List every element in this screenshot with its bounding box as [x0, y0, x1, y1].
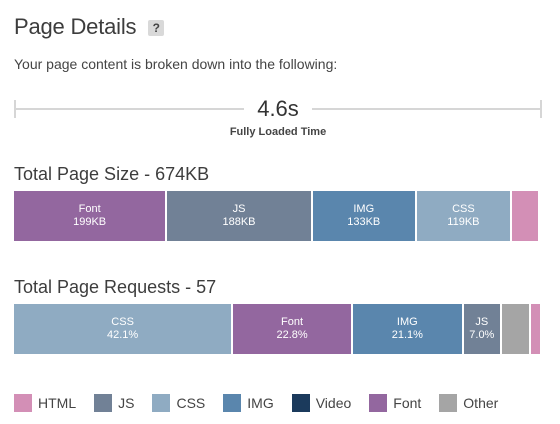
legend-item-js[interactable]: JS [94, 394, 134, 412]
page-size-segment-font[interactable]: Font 199KB [14, 191, 168, 241]
timeline-end-cap [540, 100, 542, 118]
legend-swatch [291, 394, 310, 412]
legend-label: IMG [247, 395, 274, 411]
page-size-segment-img[interactable]: IMG 133KB [312, 191, 417, 241]
page-requests-segment-img[interactable]: IMG 21.1% [352, 304, 464, 354]
segment-label: JS [232, 203, 246, 215]
legend-item-other[interactable]: Other [439, 394, 498, 412]
legend-swatch [369, 394, 388, 412]
help-icon[interactable]: ? [148, 20, 165, 36]
timeline-line-left [14, 108, 244, 110]
segment-label: Font [78, 203, 101, 215]
legend-swatch [223, 394, 242, 412]
page-size-segment-js[interactable]: JS 188KB [167, 191, 313, 241]
total-page-requests-title: Total Page Requests - 57 [14, 277, 217, 297]
legend-label: Other [463, 395, 499, 411]
page-title-row: Page Details ? [14, 14, 165, 40]
legend-label: Video [315, 395, 352, 411]
page-requests-segment-other[interactable] [501, 304, 532, 354]
legend-item-css[interactable]: CSS [152, 394, 205, 412]
segment-value: 7.0% [469, 329, 495, 341]
fully-loaded-timeline: 4.6s Fully Loaded Time [14, 96, 542, 140]
fully-loaded-time-value: 4.6s [257, 96, 299, 121]
timeline-line-right [312, 108, 542, 110]
segment-label: JS [475, 316, 489, 328]
legend-swatch [439, 394, 458, 412]
legend-item-video[interactable]: Video [291, 394, 352, 412]
segment-label: Font [281, 316, 304, 328]
page-requests-segment-js[interactable]: JS 7.0% [463, 304, 502, 354]
segment-label: IMG [353, 203, 375, 215]
legend-item-font[interactable]: Font [369, 394, 421, 412]
total-page-size-title: Total Page Size - 674KB [14, 164, 210, 184]
segment-value: 188KB [222, 216, 256, 228]
segment-value: 119KB [447, 216, 480, 228]
segment-value: 42.1% [107, 329, 139, 341]
page-title: Page Details [14, 14, 137, 39]
segment-label: CSS [452, 203, 475, 215]
legend-swatch [14, 394, 32, 412]
page-requests-segment-html[interactable] [531, 304, 540, 354]
fully-loaded-time-caption: Fully Loaded Time [229, 126, 327, 138]
segment-value: 199KB [73, 216, 107, 228]
legend-item-img[interactable]: IMG [223, 394, 274, 412]
legend-swatch [94, 394, 113, 412]
segment-value: 21.1% [391, 329, 423, 341]
segment-label: IMG [396, 316, 418, 328]
content-type-legend: HTML JS CSS IMG Video Font Other [14, 394, 498, 412]
page-subtitle: Your page content is broken down into th… [14, 56, 338, 72]
page-requests-bar: CSS 42.1% Font 22.8% IMG 21.1% JS 7.0% [14, 304, 540, 354]
legend-item-html[interactable]: HTML [14, 394, 76, 412]
legend-label: JS [118, 395, 135, 411]
legend-label: HTML [38, 395, 77, 411]
segment-value: 133KB [347, 216, 381, 228]
page-size-segment-css[interactable]: CSS 119KB [416, 191, 513, 241]
legend-swatch [152, 394, 171, 412]
legend-label: Font [393, 395, 422, 411]
page-requests-segment-css[interactable]: CSS 42.1% [14, 304, 234, 354]
page-size-segment-html[interactable] [512, 191, 538, 241]
page-requests-segment-font[interactable]: Font 22.8% [233, 304, 353, 354]
legend-label: CSS [176, 395, 206, 411]
segment-label: CSS [111, 316, 134, 328]
page-size-bar: Font 199KB JS 188KB IMG 133KB CSS 119KB [14, 191, 540, 241]
segment-value: 22.8% [276, 329, 308, 341]
